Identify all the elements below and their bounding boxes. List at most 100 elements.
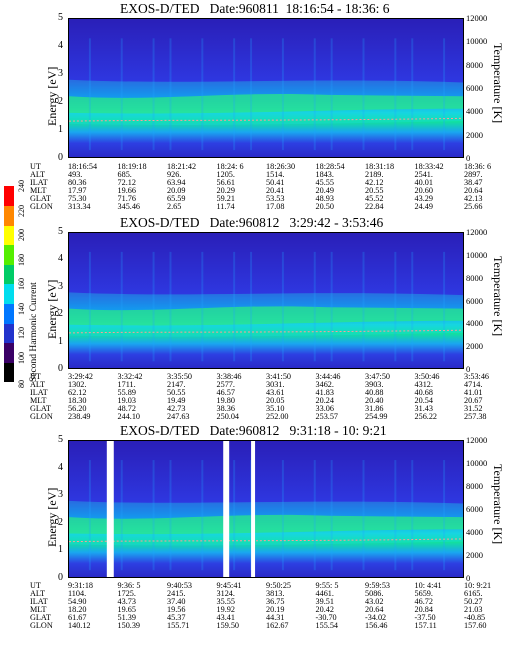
table-cell: 4461. (315, 589, 334, 598)
table-cell: 252.00 (266, 412, 289, 421)
data-gap (251, 441, 256, 577)
y2-tick-label: 4000 (466, 318, 483, 329)
table-cell: 254.99 (365, 412, 388, 421)
table-row-label: GLON (30, 621, 53, 630)
data-gap (106, 441, 114, 577)
table-cell: 63.94 (167, 178, 186, 187)
table-cell: -37.50 (414, 613, 436, 622)
table-cell: 19.56 (167, 605, 186, 614)
table-row-label: UT (30, 581, 41, 590)
table-cell: 3:50:46 (414, 372, 440, 381)
table-row-label: ILAT (30, 388, 48, 397)
table-cell: 1514. (266, 170, 285, 179)
table-cell: 18:28:54 (315, 162, 345, 171)
spectrogram-streak (443, 460, 446, 571)
table-cell: 3903. (365, 380, 384, 389)
spectrogram-plot (68, 440, 464, 578)
table-cell: 43.73 (117, 597, 136, 606)
y-tick-label: 5 (58, 226, 63, 237)
table-row-label: UT (30, 162, 41, 171)
table-cell: 18:33:42 (414, 162, 444, 171)
table-cell: 40.01 (414, 178, 433, 187)
data-gap (223, 441, 230, 577)
spectrogram-streak (411, 38, 414, 151)
y-tick-label: 1 (58, 544, 63, 556)
table-cell: 50.55 (167, 388, 186, 397)
table-cell: 24.49 (414, 202, 433, 211)
table-cell: 4714. (464, 380, 483, 389)
table-cell: 5659. (414, 589, 433, 598)
spectrogram-svg (69, 233, 463, 368)
table-cell: 20.55 (365, 186, 384, 195)
y2-tick-label: 8000 (466, 59, 483, 70)
table-cell: 18:16:54 (68, 162, 98, 171)
table-cell: 18:26:30 (266, 162, 296, 171)
table-row-label: GLON (30, 202, 53, 211)
table-cell: 19.80 (216, 396, 235, 405)
table-cell: 140.12 (68, 621, 91, 630)
table-cell: 31.86 (365, 404, 384, 413)
table-cell: 3:47:50 (365, 372, 391, 381)
table-cell: 38.47 (464, 178, 483, 187)
colorbar-segment (4, 342, 14, 363)
spectrogram-streak (201, 460, 204, 571)
table-row-label: GLAT (30, 404, 51, 413)
y-tick-label: 1 (58, 335, 63, 347)
table-cell: 4312. (414, 380, 433, 389)
spectrogram-plot (68, 232, 464, 369)
y2-tick-label: 0 (466, 153, 471, 163)
spectrogram-streak (313, 251, 316, 362)
table-cell: 46.72 (414, 597, 433, 606)
table-cell: 35.10 (266, 404, 285, 413)
table-cell: 20.50 (315, 202, 334, 211)
table-cell: 20.84 (414, 605, 433, 614)
table-cell: 3124. (216, 589, 235, 598)
spectrogram-streak (281, 38, 284, 151)
y2-tick-label: 0 (466, 573, 471, 583)
table-row-label: ILAT (30, 597, 48, 606)
y2-axis-label: Temperature [K] (491, 464, 505, 545)
spectrogram-streak (250, 38, 253, 151)
colorbar-tick-label: 200 (17, 229, 26, 241)
table-cell: 345.46 (117, 202, 141, 211)
y2-tick-label: 2000 (466, 129, 483, 140)
table-cell: 247.63 (167, 412, 190, 421)
table-cell: 9:36: 5 (117, 581, 141, 590)
table-cell: 37.40 (167, 597, 186, 606)
table-cell: 20.05 (266, 396, 285, 405)
y-tick-label: 4 (58, 40, 63, 51)
table-cell: 18:21:42 (167, 162, 197, 171)
y-tick-label: 0 (58, 572, 63, 583)
table-cell: 3462. (315, 380, 334, 389)
spectrogram-streak (330, 460, 333, 571)
panel-title: EXOS-D/TED Date:960811 18:16:54 - 18:36:… (120, 1, 390, 16)
spectrogram-streak (313, 38, 316, 151)
table-cell: 33.06 (315, 404, 334, 413)
table-cell: 9:55: 5 (315, 581, 339, 590)
colorbar-tick-label: 80 (17, 380, 26, 388)
colorbar-segment (4, 186, 14, 207)
spectrogram-streak (281, 460, 284, 571)
spectrogram-streak (394, 251, 397, 362)
table-cell: 20.49 (315, 186, 334, 195)
panel-title: EXOS-D/TED Date:960812 3:29:42 - 3:53:46 (120, 215, 384, 230)
table-cell: 72.12 (117, 178, 136, 187)
table-cell: 55.89 (117, 388, 136, 397)
table-cell: 45.55 (315, 178, 334, 187)
table-cell: 155.71 (167, 621, 190, 630)
energy-band (69, 93, 463, 114)
y-tick-label: 1 (58, 124, 63, 135)
y-tick-label: 3 (58, 489, 63, 501)
table-cell: 46.57 (216, 388, 235, 397)
table-cell: 18.30 (68, 396, 87, 405)
table-cell: 38.36 (216, 404, 235, 413)
table-row-label: GLAT (30, 194, 51, 203)
spectrogram-streak (88, 38, 91, 151)
y-tick-label: 2 (58, 96, 63, 107)
table-cell: 21.03 (464, 605, 483, 614)
energy-halo (69, 292, 463, 337)
colorbar-tick-label: 100 (17, 351, 26, 364)
table-cell: 45.52 (365, 194, 384, 203)
table-cell: 56.61 (216, 178, 235, 187)
spectrogram-streak (201, 38, 204, 151)
